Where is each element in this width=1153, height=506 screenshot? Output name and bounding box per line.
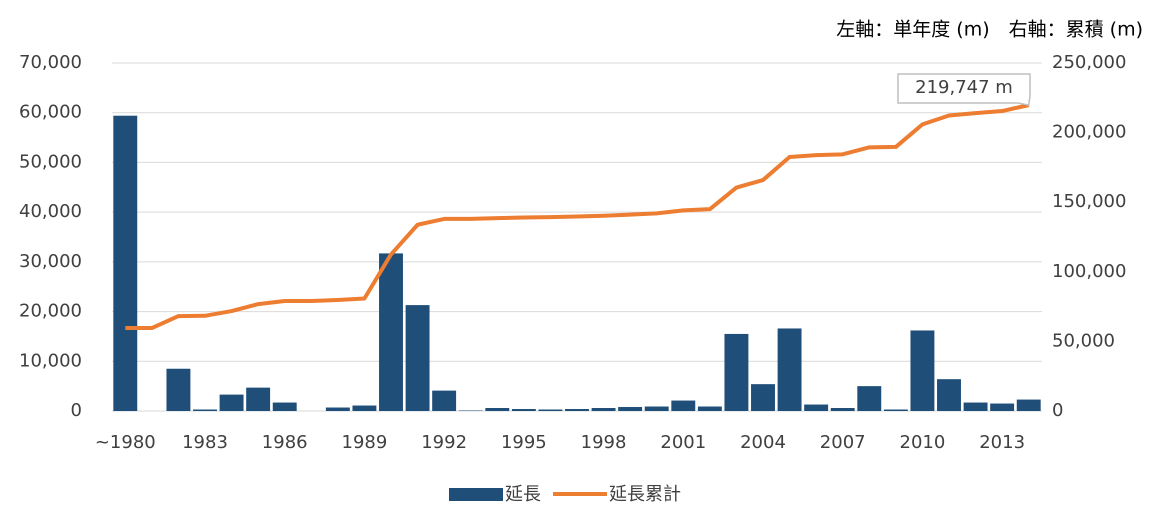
- y2-tick-label: 0: [1052, 400, 1063, 421]
- x-tick-label: 1989: [342, 432, 388, 453]
- annotation-box: [897, 73, 1031, 107]
- y2-tick-label: 50,000: [1052, 330, 1115, 351]
- bar: [325, 407, 350, 411]
- bar: [618, 407, 643, 411]
- bar: [671, 400, 696, 411]
- x-tick-label: 2013: [979, 432, 1025, 453]
- y-tick-label: 40,000: [19, 201, 82, 222]
- x-tick-label: 2004: [740, 432, 786, 453]
- bar: [432, 390, 457, 411]
- line: [125, 103, 1030, 331]
- bar: [219, 394, 244, 411]
- legend-swatch: [449, 488, 503, 501]
- bar: [246, 387, 271, 411]
- bar: [724, 333, 749, 411]
- x-tick-label: 1986: [262, 432, 308, 453]
- bar: [272, 402, 297, 411]
- y-tick-label: 70,000: [19, 52, 82, 73]
- bar: [751, 384, 775, 411]
- bar: [405, 305, 430, 411]
- bar: [937, 379, 961, 411]
- x-tick-label: 1998: [581, 432, 627, 453]
- bar: [644, 406, 669, 411]
- bar: [166, 368, 191, 411]
- y-tick-label: 50,000: [19, 151, 82, 172]
- x-tick-label: 1983: [182, 432, 228, 453]
- bar: [990, 403, 1015, 411]
- bar: [352, 405, 377, 411]
- annotation: 219,747 m: [915, 77, 1013, 98]
- bar: [591, 408, 616, 411]
- bar: [963, 402, 988, 411]
- y-tick-label: 20,000: [19, 301, 82, 322]
- x-tick-label: 2010: [900, 432, 946, 453]
- bar: [113, 115, 138, 411]
- y2-tick-label: 100,000: [1052, 261, 1126, 282]
- bar: [883, 409, 908, 411]
- bar: [910, 330, 935, 411]
- y2-tick-label: 250,000: [1052, 52, 1126, 73]
- legend-label: 延長: [505, 484, 541, 505]
- y-tick-label: 10,000: [19, 350, 82, 371]
- y-tick-label: 0: [71, 400, 82, 421]
- bar: [857, 386, 882, 411]
- bar: [777, 328, 802, 411]
- bar: [485, 408, 510, 411]
- y2-tick-label: 150,000: [1052, 191, 1126, 212]
- x-tick-label: 1992: [421, 432, 467, 453]
- bar: [697, 406, 722, 411]
- x-tick-label: 2007: [820, 432, 866, 453]
- bar: [804, 404, 829, 411]
- bar: [830, 408, 855, 411]
- x-tick-label: 1995: [501, 432, 547, 453]
- bar: [379, 253, 403, 411]
- bar: [538, 409, 563, 411]
- x-tick-label: 2001: [660, 432, 706, 453]
- y-tick-label: 60,000: [19, 102, 82, 123]
- bar: [511, 409, 536, 411]
- axis-note: 左軸：単年度 (m) 右軸：累積 (m): [836, 19, 1143, 41]
- y2-tick-label: 200,000: [1052, 122, 1126, 143]
- y-tick-label: 30,000: [19, 251, 82, 272]
- bar: [193, 409, 217, 411]
- x-tick-label: ~1980: [95, 432, 156, 453]
- bar: [565, 409, 589, 411]
- bar: [1016, 399, 1041, 411]
- legend-label: 延長累計: [609, 484, 681, 505]
